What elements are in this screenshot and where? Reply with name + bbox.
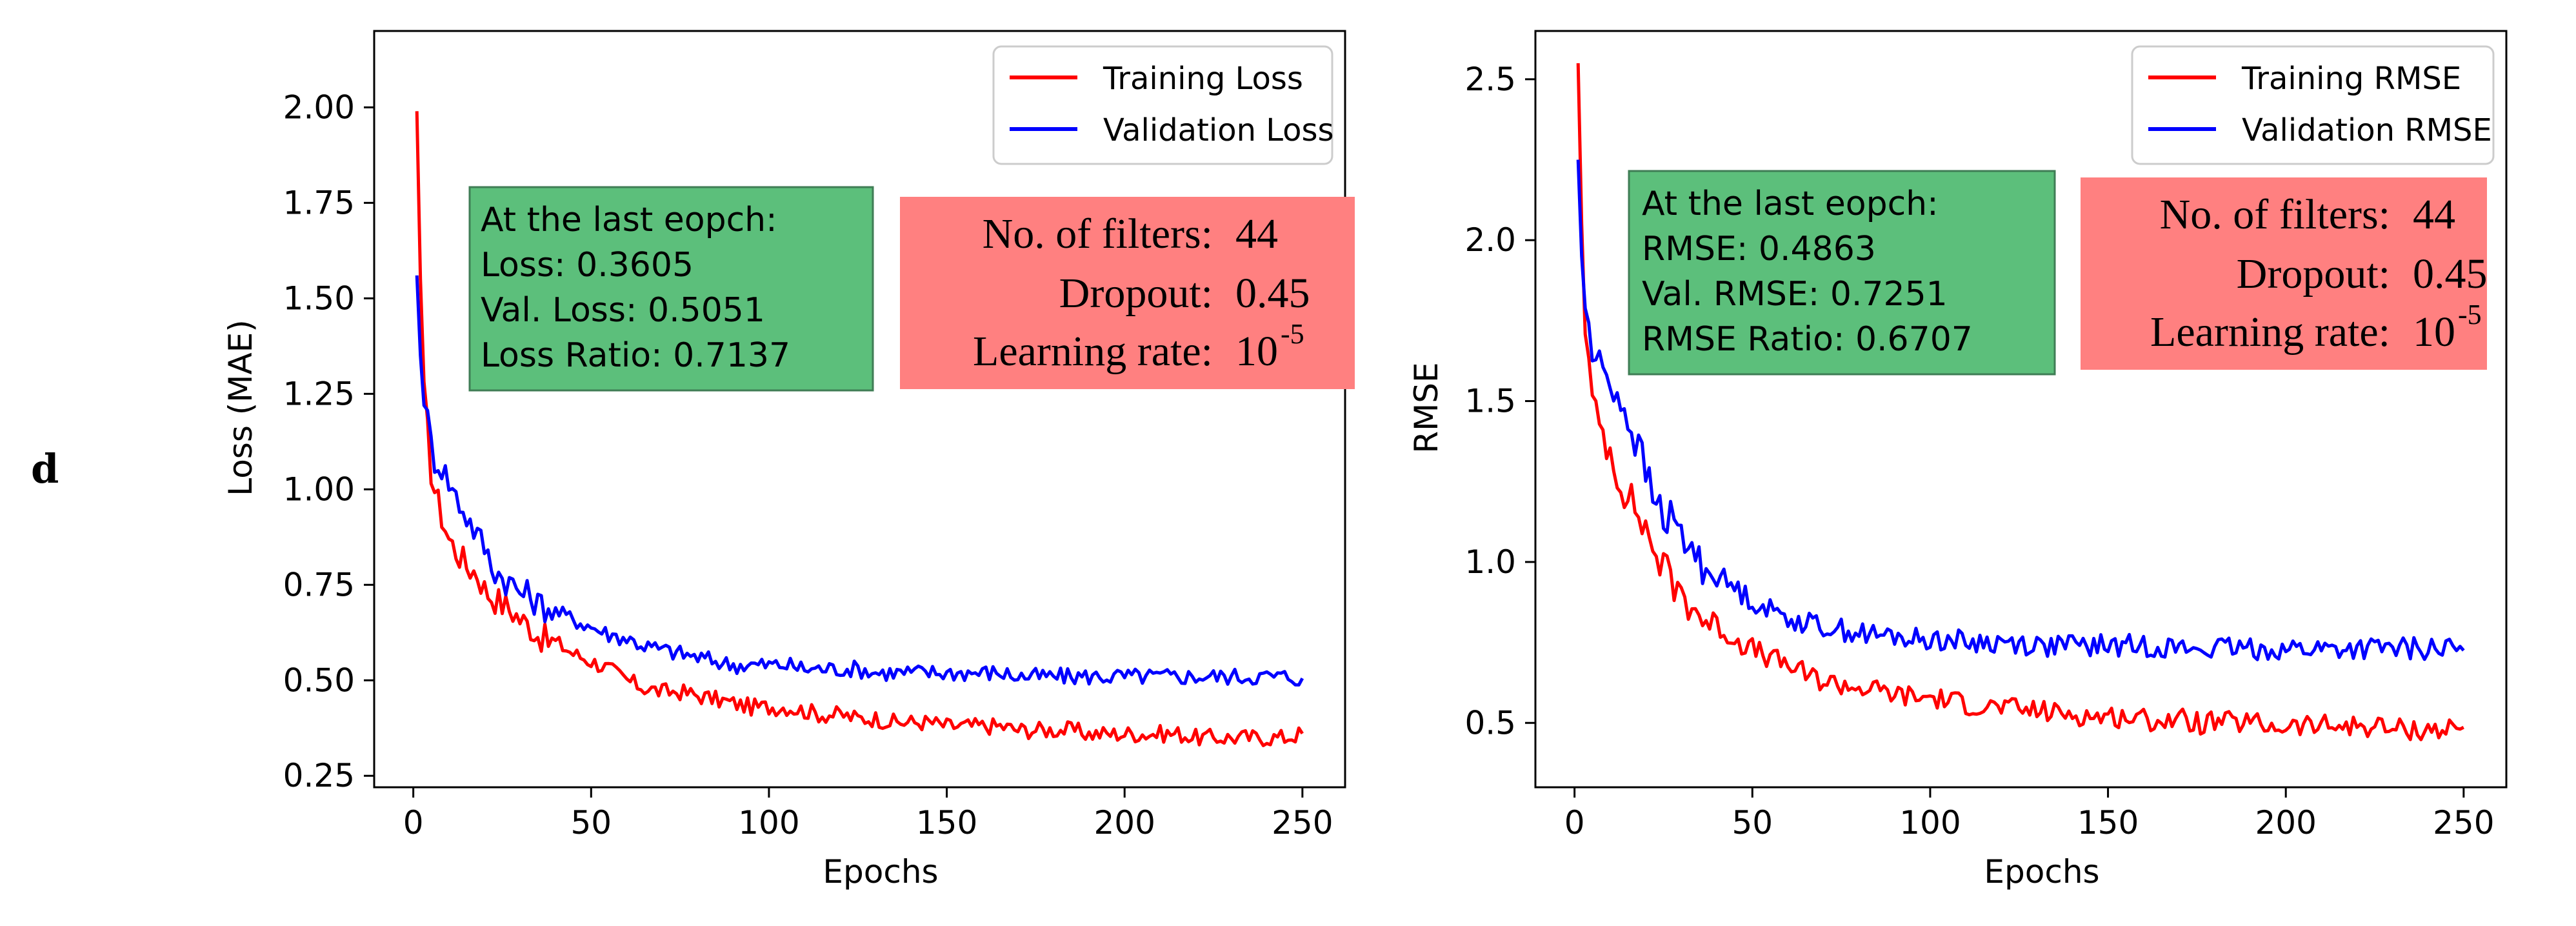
rmse-y-tick-label: 0.5 — [1464, 704, 1516, 741]
panel-label: d — [31, 445, 59, 492]
loss-filters-value: 44 — [1235, 210, 1278, 257]
legend-label-training-rmse: Training RMSE — [2241, 61, 2461, 97]
loss-y-tick-label: 1.50 — [283, 279, 355, 317]
rmse-x-tick-label: 0 — [1564, 804, 1585, 841]
rmse-stats-line-1: At the last eopch: — [1642, 185, 1939, 223]
rmse-x-tick-label: 150 — [2077, 804, 2139, 841]
rmse-x-tick-label: 250 — [2433, 804, 2494, 841]
loss-y-tick-label: 0.75 — [283, 566, 355, 603]
loss-chart-marks — [415, 111, 1304, 747]
loss-x-tick-label: 50 — [570, 804, 612, 841]
rmse-lr-base: 10 — [2413, 308, 2455, 356]
loss-stats-line-3: Val. Loss: 0.5051 — [481, 291, 765, 330]
rmse-filters-label: No. of filters: — [2160, 191, 2390, 238]
loss-series-validation — [415, 275, 1304, 687]
loss-lr-exponent: -5 — [1281, 318, 1304, 350]
loss-y-tick-label: 0.25 — [283, 757, 355, 794]
loss-y-tick-label: 1.25 — [283, 375, 355, 412]
loss-stats-line-1: At the last eopch: — [481, 201, 777, 239]
rmse-lr-exponent: -5 — [2458, 299, 2482, 330]
loss-filters-label: No. of filters: — [983, 210, 1213, 257]
rmse-y-tick-label: 2.0 — [1464, 221, 1516, 259]
rmse-stats-line-4: RMSE Ratio: 0.6707 — [1642, 320, 1973, 359]
loss-x-tick-label: 0 — [403, 804, 424, 841]
rmse-plot-frame — [1534, 30, 2508, 789]
rmse-y-tick-label: 1.0 — [1464, 543, 1516, 581]
loss-lr-base: 10 — [1235, 328, 1278, 375]
loss-x-axis-label: Epochs — [823, 853, 938, 891]
rmse-axis-ticks: 0 50 100 150 200 250 0.5 1.0 1.5 2.0 2.5 — [1464, 61, 2494, 841]
loss-params-box: No. of filters: 44 Dropout: 0.45 Learnin… — [900, 197, 1355, 389]
loss-x-tick-label: 100 — [738, 804, 799, 841]
loss-x-tick-label: 150 — [916, 804, 977, 841]
rmse-y-tick-label: 2.5 — [1464, 61, 1516, 98]
loss-x-tick-label: 200 — [1093, 804, 1155, 841]
loss-y-tick-label: 0.50 — [283, 661, 355, 699]
rmse-stats-line-2: RMSE: 0.4863 — [1642, 230, 1876, 268]
loss-dropout-label: Dropout: — [1059, 270, 1213, 317]
loss-chart: 0 50 100 150 200 250 0.25 0.50 0.75 1.00 1.25 1.50 1… — [222, 30, 1355, 891]
rmse-stats-box: At the last eopch: RMSE: 0.4863 Val. RMS… — [1628, 170, 2056, 376]
rmse-x-tick-label: 50 — [1732, 804, 1773, 841]
legend-label-validation-loss: Validation Loss — [1103, 112, 1334, 148]
rmse-legend: Training RMSE Validation RMSE — [2131, 45, 2495, 165]
rmse-y-tick-label: 1.5 — [1464, 383, 1516, 420]
rmse-stats-line-3: Val. RMSE: 0.7251 — [1642, 275, 1948, 314]
rmse-series-training — [1576, 63, 2464, 741]
rmse-y-axis-label: RMSE — [1408, 362, 1445, 453]
rmse-series-validation — [1576, 159, 2465, 661]
rmse-params-box: No. of filters: 44 Dropout: 0.45 Learnin… — [2081, 177, 2488, 370]
rmse-dropout-label: Dropout: — [2237, 250, 2390, 297]
rmse-chart: 0 50 100 150 200 250 0.5 1.0 1.5 2.0 2.5 Epochs RM… — [1408, 30, 2508, 891]
loss-axis-ticks: 0 50 100 150 200 250 0.25 0.50 0.75 1.00 1.25 1.50 1… — [283, 88, 1333, 841]
loss-stats-line-2: Loss: 0.3605 — [481, 246, 694, 285]
loss-y-tick-label: 1.00 — [283, 470, 355, 508]
legend-label-training-loss: Training Loss — [1103, 61, 1303, 97]
rmse-x-tick-label: 100 — [1899, 804, 1961, 841]
loss-plot-frame — [373, 30, 1346, 789]
loss-legend: Training Loss Validation Loss — [992, 45, 1334, 165]
loss-dropout-value: 0.45 — [1235, 270, 1310, 317]
loss-series-training — [415, 111, 1304, 747]
rmse-x-tick-label: 200 — [2255, 804, 2316, 841]
loss-y-axis-label: Loss (MAE) — [222, 319, 259, 496]
loss-stats-line-4: Loss Ratio: 0.7137 — [481, 336, 790, 375]
legend-label-validation-rmse: Validation RMSE — [2242, 112, 2492, 148]
rmse-filters-value: 44 — [2413, 191, 2455, 238]
loss-lr-label: Learning rate: — [973, 328, 1213, 375]
rmse-dropout-value: 0.45 — [2413, 250, 2488, 297]
loss-stats-box: At the last eopch: Loss: 0.3605 Val. Los… — [468, 186, 874, 392]
loss-y-tick-label: 1.75 — [283, 184, 355, 221]
rmse-x-axis-label: Epochs — [1984, 853, 2099, 891]
rmse-lr-label: Learning rate: — [2150, 308, 2390, 356]
loss-x-tick-label: 250 — [1272, 804, 1333, 841]
rmse-chart-marks — [1576, 63, 2465, 741]
loss-y-tick-label: 2.00 — [283, 88, 355, 126]
